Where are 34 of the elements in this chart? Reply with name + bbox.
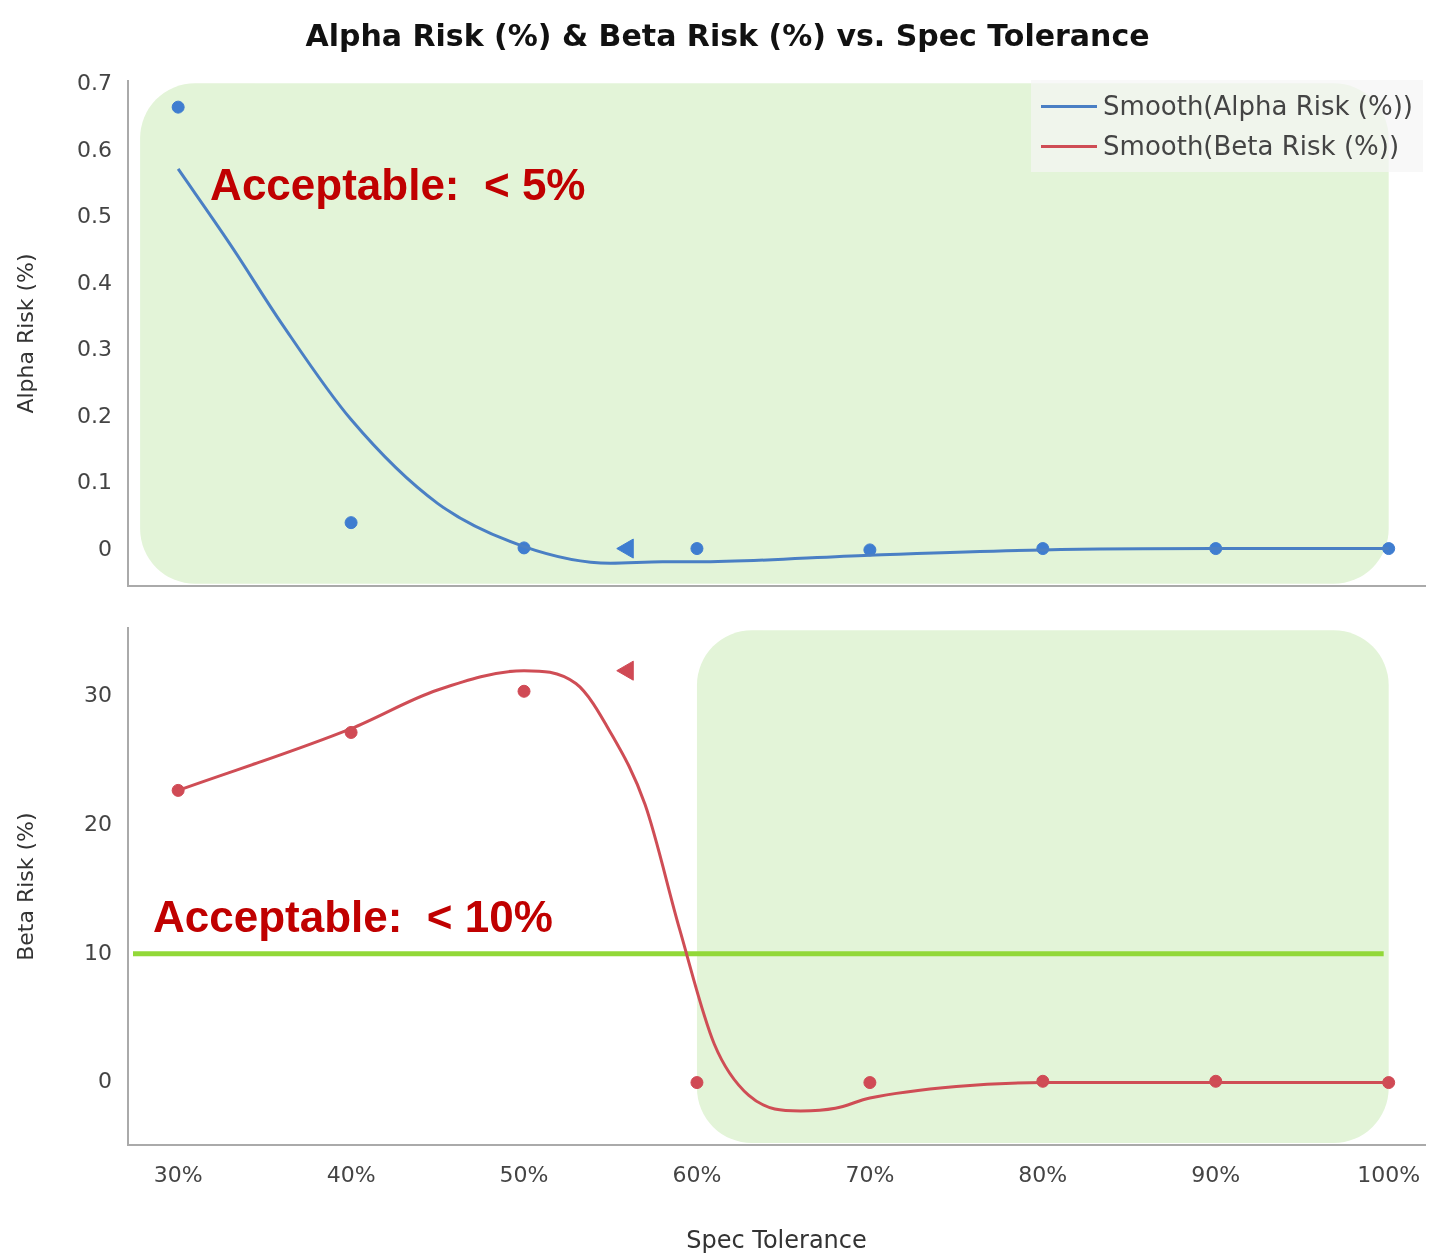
ref-line-label: Acceptable: < 10%	[153, 891, 553, 941]
legend-label: Smooth(Beta Risk (%))	[1103, 131, 1400, 161]
point	[344, 516, 358, 530]
y-tick-label: 0.2	[77, 402, 112, 428]
y-tick-label: 10	[84, 939, 112, 965]
x-tick-label: 100%	[1357, 1161, 1421, 1187]
y-tick-label: 0.1	[77, 469, 112, 495]
x-tick-label: 40%	[326, 1161, 376, 1187]
x-tick-label: 60%	[672, 1161, 722, 1187]
y-tick-label: 0.7	[77, 70, 112, 96]
y-tick-label: 0	[98, 1068, 112, 1094]
x-tick-label: 70%	[845, 1161, 895, 1187]
point	[863, 1076, 877, 1090]
chart-title: Alpha Risk (%) & Beta Risk (%) vs. Spec Tolerance	[304, 18, 1151, 53]
legend-label: Smooth(Alpha Risk (%))	[1103, 91, 1413, 121]
point	[171, 100, 185, 114]
y-tick-label: 0.5	[77, 203, 112, 229]
x-tick-label: 90%	[1191, 1161, 1241, 1187]
band-label: Acceptable: < 5%	[210, 160, 586, 210]
point	[690, 1076, 704, 1090]
y-axis-title: Alpha Risk (%)	[12, 253, 38, 414]
x-tick-label: 50%	[499, 1161, 549, 1187]
y-axis-title: Beta Risk (%)	[12, 812, 38, 961]
x-tick-label: 80%	[1018, 1161, 1068, 1187]
x-axis-title: Spec Tolerance	[686, 1225, 867, 1254]
point	[690, 542, 704, 556]
y-tick-label: 0.3	[77, 336, 112, 362]
x-tick-label: 30%	[153, 1161, 203, 1187]
y-tick-label: 0.6	[77, 136, 112, 162]
y-tick-label: 0.4	[77, 269, 112, 295]
point	[517, 684, 531, 698]
y-tick-label: 30	[84, 682, 112, 708]
y-tick-label: 0	[98, 535, 112, 561]
y-tick-label: 20	[84, 810, 112, 836]
